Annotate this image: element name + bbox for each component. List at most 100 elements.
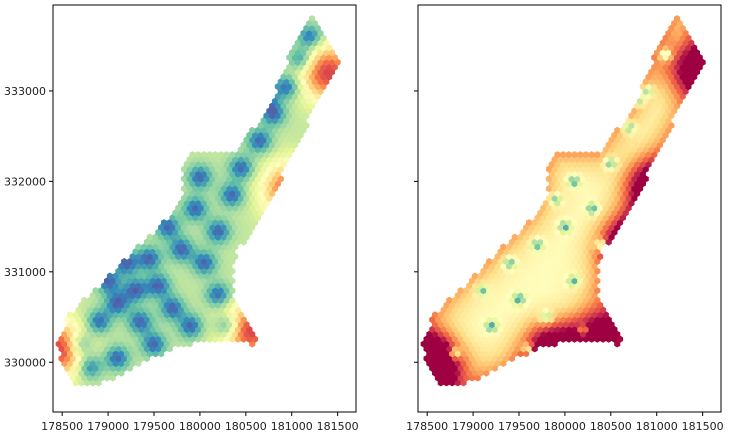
heatmap-cell bbox=[203, 194, 210, 202]
heatmap-cell bbox=[172, 277, 179, 285]
heatmap-cell bbox=[260, 194, 267, 202]
heatmap-cell bbox=[563, 262, 570, 270]
heatmap-cell bbox=[611, 170, 618, 178]
heatmap-cell bbox=[217, 170, 224, 178]
heatmap-cell bbox=[634, 122, 641, 129]
heatmap-cell bbox=[180, 214, 187, 222]
heatmap-cell bbox=[106, 311, 113, 319]
heatmap-cell bbox=[289, 136, 296, 144]
heatmap-cell bbox=[508, 257, 515, 265]
heatmap-cell bbox=[155, 296, 162, 304]
heatmap-cell bbox=[334, 58, 341, 66]
heatmap-cell bbox=[560, 335, 567, 343]
heatmap-cell bbox=[146, 291, 153, 299]
heatmap-cell bbox=[237, 185, 244, 193]
heatmap-cell bbox=[554, 325, 561, 333]
y-tick-label: 333000 bbox=[4, 85, 46, 98]
heatmap-cell bbox=[212, 160, 219, 168]
heatmap-cell bbox=[280, 151, 287, 159]
heatmap-cell bbox=[568, 214, 575, 222]
heatmap-cell bbox=[240, 160, 247, 168]
heatmap-cell bbox=[582, 238, 589, 246]
heatmap-cell bbox=[580, 321, 587, 329]
heatmap-cell bbox=[141, 291, 148, 299]
heatmap-cell bbox=[457, 325, 464, 333]
heatmap-cell bbox=[274, 180, 281, 188]
heatmap-cell bbox=[254, 204, 261, 212]
heatmap-cell bbox=[106, 321, 113, 329]
heatmap-cell bbox=[232, 185, 239, 193]
heatmap-cell bbox=[557, 214, 564, 222]
heatmap-cell bbox=[186, 233, 193, 241]
heatmap-cell bbox=[554, 209, 561, 217]
heatmap-cell bbox=[679, 34, 686, 42]
heatmap-cell bbox=[534, 340, 541, 348]
heatmap-cell bbox=[209, 291, 216, 299]
heatmap-cell bbox=[537, 248, 544, 256]
heatmap-cell bbox=[266, 136, 273, 144]
heatmap-cell bbox=[223, 316, 230, 324]
heatmap-cell bbox=[269, 180, 276, 188]
heatmap-cell bbox=[175, 204, 182, 212]
heatmap-cell bbox=[517, 350, 524, 358]
heatmap-cell bbox=[560, 228, 567, 236]
heatmap-cell bbox=[523, 301, 530, 309]
heatmap-cell bbox=[523, 330, 530, 338]
heatmap-cell bbox=[172, 248, 179, 256]
heatmap-cell bbox=[152, 243, 159, 251]
heatmap-cell bbox=[198, 272, 205, 280]
heatmap-cell bbox=[186, 223, 193, 231]
heatmap-cell bbox=[548, 306, 555, 314]
heatmap-cell bbox=[152, 350, 159, 358]
heatmap-cell bbox=[223, 180, 230, 188]
heatmap-cell bbox=[457, 374, 464, 382]
heatmap-cell bbox=[554, 257, 561, 265]
heatmap-cell bbox=[192, 301, 199, 309]
heatmap-cell bbox=[614, 214, 621, 222]
heatmap-cell bbox=[508, 306, 515, 314]
heatmap-cell bbox=[246, 131, 253, 139]
heatmap-cell bbox=[206, 209, 213, 217]
heatmap-cell bbox=[511, 340, 518, 348]
heatmap-cell bbox=[189, 257, 196, 265]
heatmap-cell bbox=[126, 287, 133, 295]
heatmap-cell bbox=[656, 112, 663, 120]
heatmap-cell bbox=[651, 102, 658, 110]
heatmap-cell bbox=[289, 68, 296, 76]
heatmap-cell bbox=[143, 257, 150, 265]
heatmap-cell bbox=[166, 238, 173, 246]
heatmap-cell bbox=[597, 204, 604, 212]
heatmap-cell bbox=[617, 209, 624, 217]
heatmap-cell bbox=[577, 228, 584, 236]
heatmap-cell bbox=[514, 267, 521, 275]
heatmap-cell bbox=[141, 262, 148, 270]
heatmap-cell bbox=[81, 296, 88, 304]
heatmap-cell bbox=[317, 78, 324, 86]
heatmap-cell bbox=[580, 214, 587, 222]
heatmap-cell bbox=[563, 243, 570, 251]
heatmap-cell bbox=[580, 156, 587, 163]
heatmap-cell bbox=[466, 369, 473, 377]
heatmap-cell bbox=[454, 291, 461, 299]
heatmap-cell bbox=[557, 194, 564, 202]
heatmap-cell bbox=[429, 316, 436, 324]
heatmap-cell bbox=[86, 316, 94, 324]
heatmap-cell bbox=[240, 151, 247, 159]
heatmap-cell bbox=[223, 219, 230, 227]
heatmap-cell bbox=[206, 238, 213, 246]
heatmap-cell bbox=[497, 345, 504, 353]
heatmap-cell bbox=[78, 340, 85, 348]
heatmap-cell bbox=[320, 34, 327, 42]
heatmap-cell bbox=[651, 73, 658, 81]
heatmap-cell bbox=[617, 151, 624, 159]
heatmap-cell bbox=[571, 209, 578, 217]
heatmap-cell bbox=[605, 316, 612, 324]
heatmap-cell bbox=[95, 350, 102, 358]
heatmap-cell bbox=[314, 83, 321, 91]
heatmap-cell bbox=[118, 359, 125, 367]
heatmap-cell bbox=[172, 335, 179, 343]
heatmap-cell bbox=[217, 219, 224, 227]
heatmap-cell bbox=[226, 156, 233, 163]
heatmap-cell bbox=[115, 306, 122, 314]
heatmap-cell bbox=[143, 306, 150, 314]
